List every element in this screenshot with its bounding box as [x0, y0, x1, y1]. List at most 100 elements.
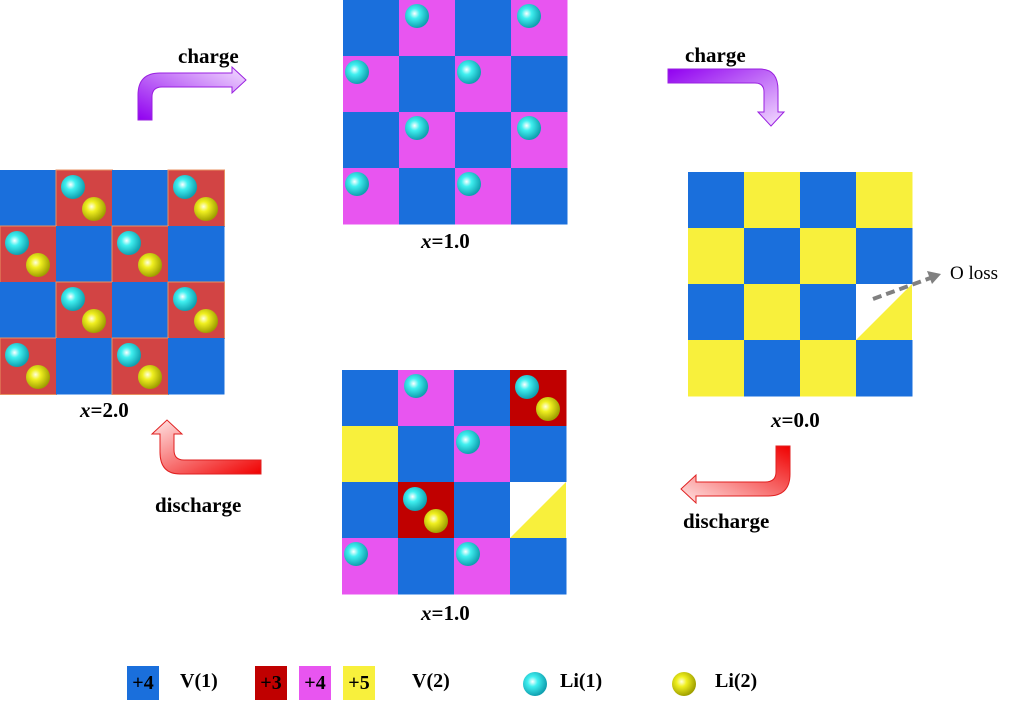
li1-ion [5, 343, 29, 367]
li1-ion [61, 287, 85, 311]
lattice-cell [399, 168, 456, 225]
lattice-cell [511, 56, 568, 113]
lattice-cell [455, 0, 512, 57]
grid-label-x1-bottom: x=1.0 [421, 601, 470, 626]
li1-ion [5, 231, 29, 255]
lattice-cell [111, 225, 169, 283]
lattice-cell [398, 538, 455, 595]
legend-li2-icon [672, 672, 696, 696]
lattice-cell [454, 482, 511, 539]
legend-li1-icon [523, 672, 547, 696]
lattice-cell [510, 426, 567, 483]
o-loss-label: O loss [950, 263, 999, 284]
lattice-cell [343, 112, 400, 169]
li1-ion [403, 487, 427, 511]
lattice-cell [800, 340, 857, 397]
li1-ion [457, 60, 481, 84]
legend-li2-label: Li(2) [715, 670, 758, 692]
li2-ion [138, 253, 162, 277]
lattice-x2 [0, 169, 225, 395]
charge-arrow-2 [667, 68, 786, 127]
lattice-cell [0, 225, 57, 283]
li1-ion [515, 375, 539, 399]
lattice-cell [399, 0, 456, 57]
li2-ion [536, 397, 560, 421]
li1-ion [517, 116, 541, 140]
lattice-cell [55, 169, 113, 227]
lattice-x0 [688, 172, 913, 397]
lattice-cell [688, 172, 745, 229]
li1-ion [344, 542, 368, 566]
li1-ion [405, 116, 429, 140]
lattice-cell [399, 112, 456, 169]
oxygen-vacancy-cell [510, 482, 566, 538]
lattice-x1-top [343, 0, 568, 225]
lattice-cell [56, 338, 113, 395]
lattice-cell [342, 370, 399, 427]
grid-label-x2: x=2.0 [80, 398, 129, 423]
legend-v2-label: V(2) [412, 670, 450, 692]
grid-label-x0: x=0.0 [771, 408, 820, 433]
lattice-cell [167, 281, 225, 339]
lattice-cell [112, 282, 169, 339]
lattice-cell [800, 284, 857, 341]
li1-ion [457, 172, 481, 196]
lattice-cell [398, 370, 455, 427]
lattice-cell [688, 284, 745, 341]
val: =0.0 [781, 408, 820, 432]
lattice-cell [398, 426, 455, 483]
lattice-cell [744, 228, 801, 285]
discharge-arrow-1 [680, 445, 791, 505]
lattice-cell [0, 282, 57, 339]
discharge-label-2: discharge [155, 493, 242, 517]
lattice-cell [55, 281, 113, 339]
lattice-cell [856, 172, 913, 229]
var: x [421, 229, 432, 253]
li2-ion [82, 309, 106, 333]
lattice-cell [455, 112, 512, 169]
lattice-cell [111, 337, 169, 395]
oxygen-vacancy-cell [856, 284, 912, 340]
legend-v2-plus5-swatch: +5 [343, 666, 375, 700]
li2-ion [138, 365, 162, 389]
lattice-cell [510, 370, 567, 427]
lattice-cell [800, 172, 857, 229]
var: x [771, 408, 782, 432]
lattice-cell [0, 170, 57, 227]
lattice-cell [688, 340, 745, 397]
lattice-cell [454, 370, 511, 427]
lattice-cell [112, 170, 169, 227]
lattice-cell [342, 426, 399, 483]
lattice-cell [510, 538, 567, 595]
li2-ion [194, 197, 218, 221]
charge-label-2: charge [685, 43, 746, 67]
li2-ion [82, 197, 106, 221]
val: =1.0 [431, 229, 470, 253]
o-loss-arrow [872, 275, 934, 301]
lattice-cell [168, 226, 225, 283]
lattice-x1-bottom [342, 370, 567, 595]
lattice-cell [856, 228, 913, 285]
li1-ion [173, 175, 197, 199]
li1-ion [404, 374, 428, 398]
li1-ion [517, 4, 541, 28]
lattice-cell [399, 56, 456, 113]
li1-ion [61, 175, 85, 199]
legend-v2-plus4-swatch: +4 [299, 666, 331, 700]
li2-ion [26, 365, 50, 389]
li1-ion [173, 287, 197, 311]
lattice-cell [688, 228, 745, 285]
legend-v1-plus4-swatch: +4 [127, 666, 159, 700]
o-loss-arrowhead [927, 271, 941, 284]
li2-ion [194, 309, 218, 333]
lattice-cell [744, 284, 801, 341]
lattice-cell [342, 482, 399, 539]
li1-ion [405, 4, 429, 28]
lattice-cell [168, 338, 225, 395]
legend-v2-plus3-swatch: +3 [255, 666, 287, 700]
lattice-cell [856, 340, 913, 397]
legend-v1-label: V(1) [180, 670, 218, 692]
val: =1.0 [431, 601, 470, 625]
lattice-cell [511, 0, 568, 57]
lattice-cell [343, 0, 400, 57]
